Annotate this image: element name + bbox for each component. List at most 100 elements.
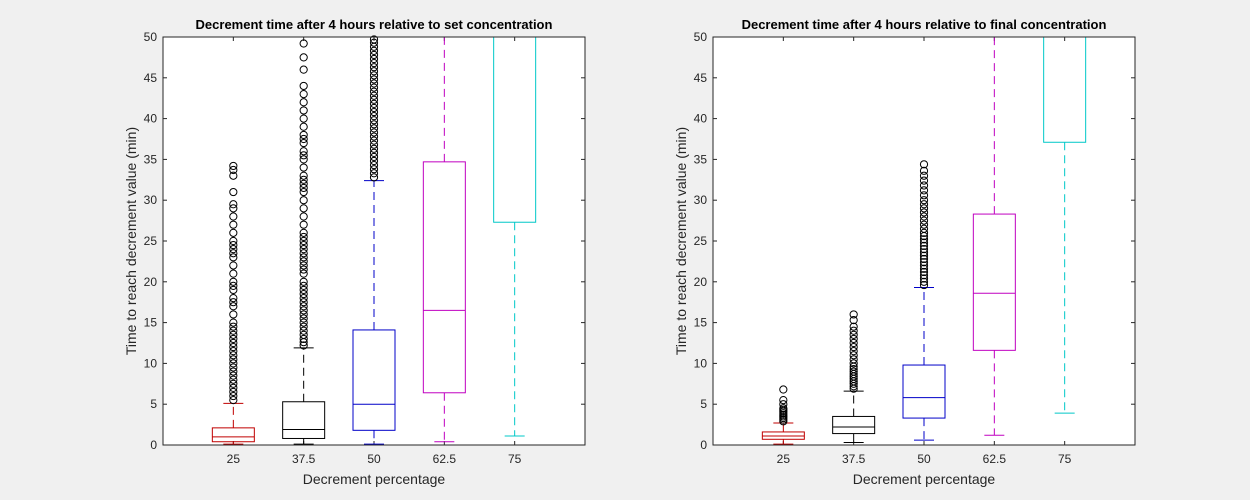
y-tick-label: 10 — [694, 356, 708, 370]
outlier-point — [229, 249, 238, 258]
outlier-point — [299, 281, 308, 290]
y-tick-label: 5 — [150, 397, 157, 411]
outlier-point — [369, 136, 379, 145]
outlier-point — [849, 355, 858, 364]
outlier-point — [369, 35, 379, 44]
box-62.5 — [972, 37, 1016, 436]
outlier-point — [369, 140, 379, 149]
x-tick-label: 25 — [777, 452, 791, 466]
outlier-point — [229, 220, 238, 229]
outlier-point — [919, 200, 929, 209]
outlier-point — [849, 347, 858, 356]
outlier-point — [919, 248, 929, 257]
outlier-point — [299, 318, 308, 327]
outlier-point — [919, 181, 929, 190]
y-tick-label: 15 — [694, 316, 708, 330]
y-tick-label: 30 — [144, 193, 158, 207]
outlier-point — [919, 251, 929, 260]
outlier-point — [229, 204, 238, 213]
outlier-point — [299, 330, 308, 339]
outlier-point — [369, 38, 379, 47]
outlier-point — [229, 379, 238, 388]
outlier-point — [229, 326, 238, 335]
outlier-point — [229, 367, 238, 376]
y-tick-label: 20 — [144, 275, 158, 289]
outlier-point — [779, 396, 788, 405]
outlier-point — [299, 204, 308, 213]
outlier-point — [369, 156, 379, 166]
outlier-point — [229, 240, 238, 250]
outlier-point — [849, 359, 858, 368]
outlier-point — [299, 114, 308, 123]
outlier-point — [299, 240, 308, 250]
outlier-point — [369, 165, 379, 174]
y-axis-label: Time to reach decrement value (min) — [673, 127, 689, 355]
outlier-point — [229, 161, 238, 171]
outlier-point — [369, 112, 379, 121]
outlier-point — [369, 161, 379, 170]
outlier-point — [299, 285, 308, 295]
outlier-point — [299, 81, 308, 91]
outlier-point — [299, 98, 308, 107]
chart-title: Decrement time after 4 hours relative to… — [742, 17, 1107, 32]
chart-right: 0 5 10 15 20 25 30 35 40 45 50 25 37.5 50 62.5 75 Decrem… — [673, 17, 1136, 487]
outlier-point — [849, 310, 858, 319]
outlier-point — [369, 152, 379, 162]
axes-frame — [712, 36, 1136, 446]
outlier-point — [919, 160, 929, 169]
outlier-point — [299, 171, 308, 180]
outlier-point — [919, 228, 929, 237]
y-tick-label: 25 — [694, 234, 708, 248]
y-tick-label: 25 — [144, 234, 158, 248]
outlier-point — [369, 83, 379, 92]
x-tick-label: 62.5 — [433, 452, 457, 466]
outlier-point — [229, 351, 238, 360]
outlier-point — [299, 257, 308, 266]
outlier-point — [919, 220, 929, 229]
box-50 — [902, 160, 946, 441]
outlier-point — [229, 347, 238, 356]
y-tick-label: 0 — [700, 438, 707, 452]
outlier-point — [299, 322, 308, 331]
outlier-point — [229, 245, 238, 254]
outlier-point — [369, 54, 379, 64]
outlier-point — [919, 258, 929, 267]
outlier-point — [919, 245, 929, 254]
y-tick-label: 15 — [144, 316, 158, 330]
outlier-point — [369, 67, 379, 76]
outlier-point — [229, 342, 238, 352]
outlier-point — [779, 385, 788, 394]
x-tick-label: 50 — [917, 452, 931, 466]
outlier-point — [919, 277, 929, 286]
outlier-point — [369, 99, 379, 109]
outlier-point — [299, 326, 308, 335]
outlier-point — [299, 277, 308, 286]
chart-title: Decrement time after 4 hours relative to… — [196, 17, 553, 32]
outlier-point — [369, 71, 379, 80]
y-tick-label: 20 — [694, 275, 708, 289]
outlier-point — [369, 75, 379, 84]
y-tick-label: 10 — [144, 356, 158, 370]
outlier-point — [849, 365, 858, 374]
outlier-point — [369, 116, 379, 125]
outlier-point — [299, 187, 308, 197]
outlier-point — [299, 122, 308, 131]
outlier-point — [369, 120, 379, 129]
outlier-point — [369, 87, 379, 96]
outlier-point — [299, 130, 308, 140]
outlier-point — [919, 204, 929, 213]
outlier-point — [849, 334, 858, 344]
outlier-point — [299, 147, 308, 156]
outlier-point — [229, 285, 238, 295]
outlier-point — [299, 334, 308, 344]
outlier-point — [849, 322, 858, 331]
outlier-point — [229, 310, 238, 319]
outlier-point — [849, 342, 858, 352]
outlier-point — [919, 216, 929, 225]
outlier-point — [229, 338, 238, 348]
outlier-point — [299, 183, 308, 193]
outlier-point — [919, 196, 929, 205]
outlier-point — [299, 341, 308, 350]
outlier-point — [369, 144, 379, 153]
chart-left: 0 5 10 15 20 25 30 35 40 45 50 25 37.5 50 62.5 75 Decrem… — [123, 17, 586, 487]
